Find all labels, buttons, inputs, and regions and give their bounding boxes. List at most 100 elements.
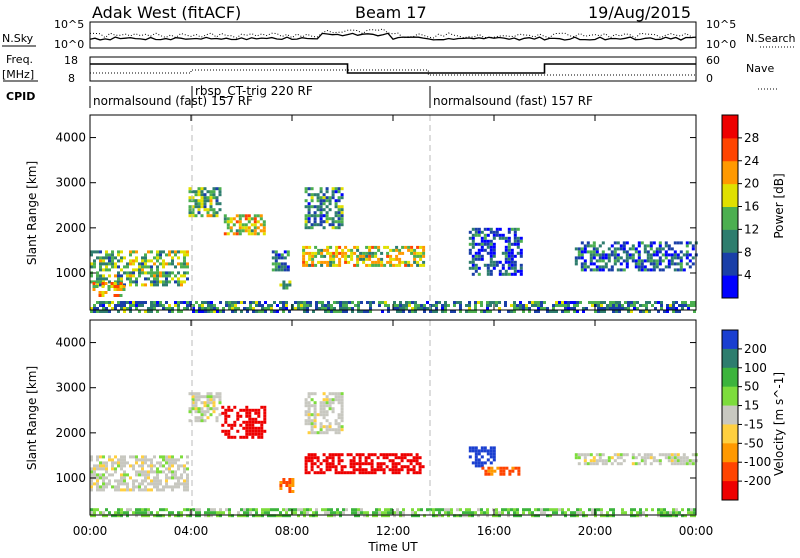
heatmap-cell bbox=[231, 514, 234, 518]
heatmap-cell bbox=[609, 304, 612, 307]
heatmap-cell bbox=[257, 411, 261, 415]
heatmap-cell bbox=[335, 248, 339, 252]
heatmap-cell bbox=[648, 310, 651, 313]
heatmap-cell bbox=[634, 259, 638, 263]
heatmap-cell bbox=[604, 256, 608, 260]
heatmap-cell bbox=[101, 282, 105, 285]
heatmap-cell bbox=[105, 253, 108, 257]
heatmap-cell bbox=[332, 251, 336, 255]
heatmap-cell bbox=[216, 514, 219, 518]
heatmap-cell bbox=[507, 254, 511, 258]
heatmap-cell bbox=[114, 485, 117, 489]
heatmap-cell bbox=[666, 304, 669, 307]
heatmap-cell bbox=[370, 468, 374, 472]
heatmap-cell bbox=[230, 426, 234, 430]
heatmap-cell bbox=[319, 428, 323, 432]
heatmap-cell bbox=[253, 226, 257, 230]
heatmap-cell bbox=[342, 310, 345, 313]
heatmap-cell bbox=[398, 248, 402, 252]
heatmap-cell bbox=[474, 230, 478, 234]
heatmap-cell bbox=[592, 241, 596, 245]
heatmap-cell bbox=[313, 453, 317, 457]
heatmap-cell bbox=[108, 253, 111, 257]
heatmap-cell bbox=[171, 458, 174, 462]
heatmap-cell bbox=[102, 464, 105, 468]
colorbar-tick-label: 28 bbox=[744, 131, 759, 145]
heatmap-cell bbox=[331, 193, 335, 197]
heatmap-cell bbox=[346, 471, 350, 475]
heatmap-cell bbox=[570, 511, 573, 515]
heatmap-cell bbox=[639, 511, 642, 515]
heatmap-cell bbox=[159, 274, 162, 278]
heatmap-cell bbox=[631, 247, 635, 251]
heatmap-cell bbox=[516, 269, 520, 273]
heatmap-cell bbox=[471, 236, 475, 240]
heatmap-cell bbox=[236, 411, 240, 415]
heatmap-cell bbox=[621, 511, 624, 515]
heatmap-cell bbox=[183, 274, 186, 278]
heatmap-cell bbox=[540, 304, 543, 307]
heatmap-cell bbox=[218, 413, 222, 417]
heatmap-cell bbox=[177, 256, 180, 260]
heatmap-cell bbox=[522, 307, 525, 310]
heatmap-cell bbox=[313, 223, 317, 227]
heatmap-cell bbox=[113, 294, 117, 297]
heatmap-cell bbox=[319, 422, 323, 426]
heatmap-cell bbox=[418, 468, 422, 472]
heatmap-cell bbox=[576, 310, 579, 313]
heatmap-cell bbox=[634, 250, 638, 254]
heatmap-cell bbox=[654, 301, 657, 304]
heatmap-cell bbox=[340, 416, 344, 420]
heatmap-cell bbox=[264, 301, 267, 304]
heatmap-cell bbox=[354, 511, 357, 515]
heatmap-cell bbox=[510, 266, 514, 270]
heatmap-cell bbox=[607, 456, 611, 460]
heatmap-cell bbox=[372, 301, 375, 304]
heatmap-cell bbox=[322, 410, 326, 414]
heatmap-cell bbox=[129, 280, 132, 284]
heatmap-cell bbox=[516, 511, 519, 515]
heatmap-cell bbox=[129, 304, 132, 307]
heatmap-cell bbox=[310, 459, 314, 463]
heatmap-cell bbox=[207, 511, 210, 515]
heatmap-cell bbox=[162, 274, 165, 278]
heatmap-cell bbox=[286, 265, 290, 269]
heatmap-cell bbox=[168, 514, 171, 518]
heatmap-cell bbox=[504, 272, 508, 276]
heatmap-cell bbox=[192, 508, 195, 512]
heatmap-cell bbox=[310, 196, 314, 200]
heatmap-cell bbox=[225, 508, 228, 512]
heatmap-cell bbox=[643, 244, 647, 248]
nsearch-tick-top: 10^5 bbox=[706, 18, 736, 31]
heatmap-cell bbox=[645, 307, 648, 310]
heatmap-cell bbox=[304, 190, 308, 194]
heatmap-cell bbox=[206, 395, 210, 399]
heatmap-cell bbox=[256, 226, 260, 230]
heatmap-cell bbox=[429, 508, 432, 512]
heatmap-cell bbox=[561, 304, 564, 307]
heatmap-cell bbox=[141, 461, 144, 465]
heatmap-cell bbox=[447, 508, 450, 512]
heatmap-cell bbox=[260, 435, 264, 439]
heatmap-cell bbox=[627, 310, 630, 313]
heatmap-cell bbox=[321, 304, 324, 307]
heatmap-cell bbox=[277, 268, 281, 272]
heatmap-cell bbox=[177, 458, 180, 462]
heatmap-cell bbox=[203, 205, 207, 209]
heatmap-cell bbox=[218, 392, 222, 396]
heatmap-cell bbox=[308, 254, 312, 258]
heatmap-cell bbox=[447, 514, 450, 518]
heatmap-cell bbox=[313, 404, 317, 408]
heatmap-cell bbox=[492, 245, 496, 249]
heatmap-cell bbox=[394, 462, 398, 466]
heatmap-cell bbox=[288, 490, 292, 493]
heatmap-cell bbox=[346, 453, 350, 457]
heatmap-cell bbox=[499, 466, 503, 470]
heatmap-cell bbox=[129, 301, 132, 304]
heatmap-cell bbox=[501, 511, 504, 515]
heatmap-cell bbox=[156, 461, 159, 465]
heatmap-cell bbox=[369, 307, 372, 310]
heatmap-cell bbox=[411, 514, 414, 518]
colorbar-swatch bbox=[722, 275, 738, 299]
heatmap-cell bbox=[313, 431, 317, 435]
